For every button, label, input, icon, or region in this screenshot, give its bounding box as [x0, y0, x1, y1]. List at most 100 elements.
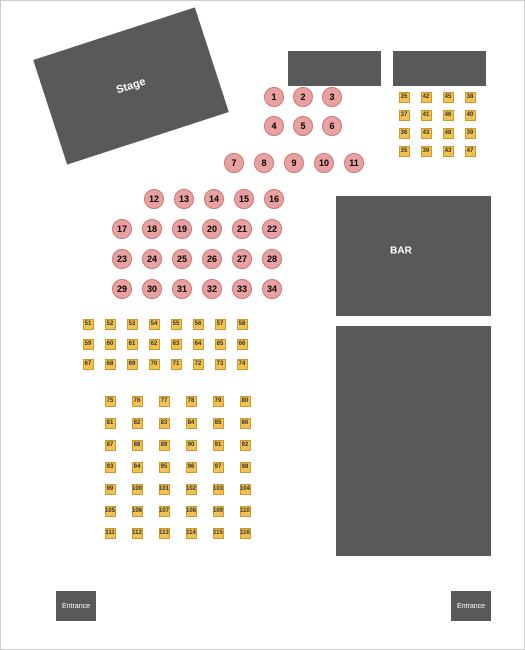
square-seat-81[interactable]: 81 [105, 418, 116, 429]
square-seat-64[interactable]: 64 [193, 339, 204, 350]
square-seat-51[interactable]: 51 [83, 319, 94, 330]
square-seat-71[interactable]: 71 [171, 359, 182, 370]
square-seat-54[interactable]: 54 [149, 319, 160, 330]
square-seat-101[interactable]: 101 [159, 484, 170, 495]
square-seat-93[interactable]: 93 [105, 462, 116, 473]
square-seat-102[interactable]: 102 [186, 484, 197, 495]
round-seat-27[interactable]: 27 [232, 249, 252, 269]
square-seat-96[interactable]: 96 [186, 462, 197, 473]
round-seat-9[interactable]: 9 [284, 153, 304, 173]
round-seat-18[interactable]: 18 [142, 219, 162, 239]
square-seat-55[interactable]: 55 [171, 319, 182, 330]
square-seat-37[interactable]: 37 [399, 110, 410, 121]
round-seat-8[interactable]: 8 [254, 153, 274, 173]
square-seat-84[interactable]: 84 [186, 418, 197, 429]
square-seat-59[interactable]: 59 [83, 339, 94, 350]
square-seat-67[interactable]: 67 [83, 359, 94, 370]
square-seat-108[interactable]: 108 [186, 506, 197, 517]
square-seat-68[interactable]: 68 [105, 359, 116, 370]
square-seat-53[interactable]: 53 [127, 319, 138, 330]
square-seat-114[interactable]: 114 [186, 528, 197, 539]
round-seat-26[interactable]: 26 [202, 249, 222, 269]
square-seat-62[interactable]: 62 [149, 339, 160, 350]
square-seat-57[interactable]: 57 [215, 319, 226, 330]
round-seat-19[interactable]: 19 [172, 219, 192, 239]
square-seat-39[interactable]: 39 [465, 128, 476, 139]
round-seat-16[interactable]: 16 [264, 189, 284, 209]
square-seat-75[interactable]: 75 [105, 396, 116, 407]
round-seat-11[interactable]: 11 [344, 153, 364, 173]
square-seat-106[interactable]: 106 [132, 506, 143, 517]
square-seat-42[interactable]: 42 [421, 92, 432, 103]
square-seat-100[interactable]: 100 [132, 484, 143, 495]
round-seat-1[interactable]: 1 [264, 87, 284, 107]
square-seat-104[interactable]: 104 [240, 484, 251, 495]
square-seat-116[interactable]: 116 [240, 528, 251, 539]
square-seat-74[interactable]: 74 [237, 359, 248, 370]
square-seat-88[interactable]: 88 [132, 440, 143, 451]
square-seat-61[interactable]: 61 [127, 339, 138, 350]
square-seat-99[interactable]: 99 [105, 484, 116, 495]
square-seat-43[interactable]: 43 [443, 146, 454, 157]
square-seat-95[interactable]: 95 [159, 462, 170, 473]
round-seat-31[interactable]: 31 [172, 279, 192, 299]
square-seat-109[interactable]: 109 [213, 506, 224, 517]
round-seat-34[interactable]: 34 [262, 279, 282, 299]
square-seat-97[interactable]: 97 [213, 462, 224, 473]
square-seat-82[interactable]: 82 [132, 418, 143, 429]
square-seat-80[interactable]: 80 [240, 396, 251, 407]
square-seat-35[interactable]: 35 [399, 92, 410, 103]
square-seat-35[interactable]: 35 [399, 146, 410, 157]
round-seat-3[interactable]: 3 [322, 87, 342, 107]
square-seat-98[interactable]: 98 [240, 462, 251, 473]
square-seat-60[interactable]: 60 [105, 339, 116, 350]
square-seat-47[interactable]: 47 [465, 146, 476, 157]
square-seat-111[interactable]: 111 [105, 528, 116, 539]
square-seat-115[interactable]: 115 [213, 528, 224, 539]
round-seat-15[interactable]: 15 [234, 189, 254, 209]
round-seat-25[interactable]: 25 [172, 249, 192, 269]
square-seat-38[interactable]: 38 [465, 92, 476, 103]
square-seat-89[interactable]: 89 [159, 440, 170, 451]
square-seat-58[interactable]: 58 [237, 319, 248, 330]
square-seat-39[interactable]: 39 [421, 146, 432, 157]
square-seat-83[interactable]: 83 [159, 418, 170, 429]
square-seat-48[interactable]: 48 [443, 128, 454, 139]
square-seat-112[interactable]: 112 [132, 528, 143, 539]
square-seat-94[interactable]: 94 [132, 462, 143, 473]
square-seat-70[interactable]: 70 [149, 359, 160, 370]
square-seat-77[interactable]: 77 [159, 396, 170, 407]
square-seat-91[interactable]: 91 [213, 440, 224, 451]
square-seat-76[interactable]: 76 [132, 396, 143, 407]
square-seat-86[interactable]: 86 [240, 418, 251, 429]
round-seat-13[interactable]: 13 [174, 189, 194, 209]
square-seat-87[interactable]: 87 [105, 440, 116, 451]
round-seat-2[interactable]: 2 [293, 87, 313, 107]
square-seat-63[interactable]: 63 [171, 339, 182, 350]
square-seat-52[interactable]: 52 [105, 319, 116, 330]
round-seat-23[interactable]: 23 [112, 249, 132, 269]
round-seat-10[interactable]: 10 [314, 153, 334, 173]
square-seat-65[interactable]: 65 [215, 339, 226, 350]
round-seat-21[interactable]: 21 [232, 219, 252, 239]
round-seat-28[interactable]: 28 [262, 249, 282, 269]
square-seat-85[interactable]: 85 [213, 418, 224, 429]
round-seat-17[interactable]: 17 [112, 219, 132, 239]
round-seat-20[interactable]: 20 [202, 219, 222, 239]
square-seat-45[interactable]: 45 [443, 92, 454, 103]
square-seat-72[interactable]: 72 [193, 359, 204, 370]
square-seat-113[interactable]: 113 [159, 528, 170, 539]
round-seat-12[interactable]: 12 [144, 189, 164, 209]
square-seat-90[interactable]: 90 [186, 440, 197, 451]
square-seat-78[interactable]: 78 [186, 396, 197, 407]
square-seat-73[interactable]: 73 [215, 359, 226, 370]
square-seat-66[interactable]: 66 [237, 339, 248, 350]
round-seat-30[interactable]: 30 [142, 279, 162, 299]
square-seat-103[interactable]: 103 [213, 484, 224, 495]
round-seat-22[interactable]: 22 [262, 219, 282, 239]
square-seat-56[interactable]: 56 [193, 319, 204, 330]
square-seat-46[interactable]: 46 [443, 110, 454, 121]
square-seat-107[interactable]: 107 [159, 506, 170, 517]
round-seat-14[interactable]: 14 [204, 189, 224, 209]
square-seat-41[interactable]: 41 [421, 110, 432, 121]
